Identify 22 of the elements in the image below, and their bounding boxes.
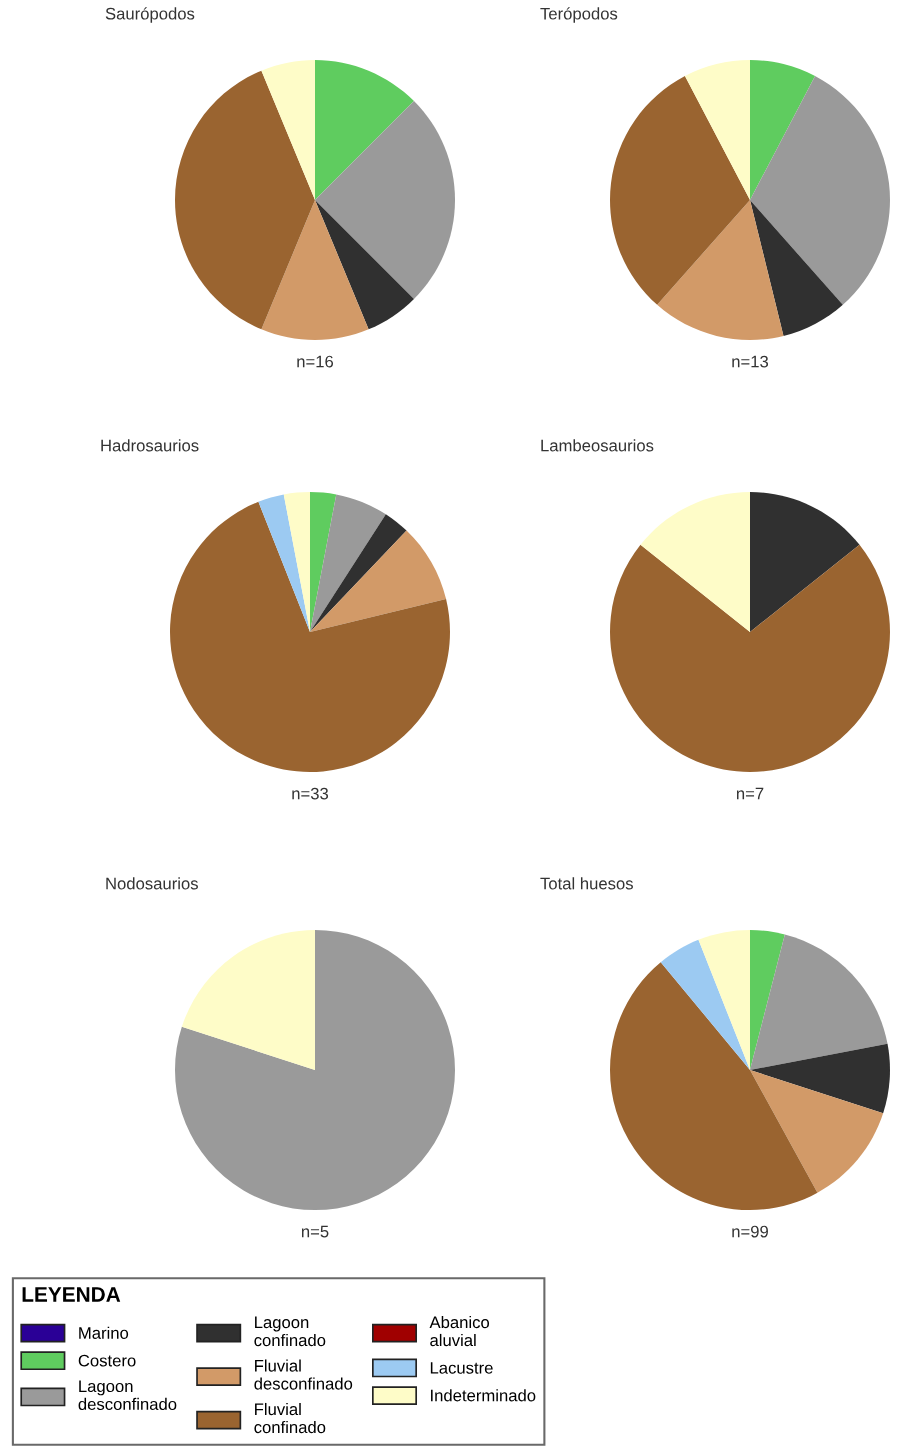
chart-title: Terópodos: [540, 7, 618, 23]
legend-label: Costero: [78, 1354, 136, 1367]
legend-label: Lagoon confinado: [254, 1316, 326, 1347]
chart-title: Saurópodos: [105, 7, 195, 23]
text: n=5: [301, 1225, 329, 1238]
chart-title: Hadrosaurios: [101, 439, 199, 452]
chart-title: Nodosaurios: [106, 877, 198, 890]
legend-label: Fluvial desconfinado: [254, 1359, 353, 1390]
text: n=7: [736, 787, 764, 800]
legend-label: Abanico aluvial: [429, 1315, 490, 1347]
text: n=33: [292, 787, 329, 800]
text: n=13: [732, 355, 769, 368]
legend-title: LEYENDA: [22, 1287, 121, 1302]
chart-title: Total huesos: [540, 877, 633, 890]
legend-label: Fluvial confinado: [254, 1402, 326, 1434]
text: n=99: [732, 1225, 768, 1238]
legend-label: Marino: [79, 1326, 129, 1339]
legend-label: Lacustre: [430, 1362, 493, 1374]
text: n=16: [297, 355, 334, 368]
chart-title: Lambeosaurios: [541, 439, 654, 452]
legend-label: Lagoon desconfinado: [78, 1380, 177, 1411]
legend-label: Indeterminado: [431, 1389, 536, 1402]
